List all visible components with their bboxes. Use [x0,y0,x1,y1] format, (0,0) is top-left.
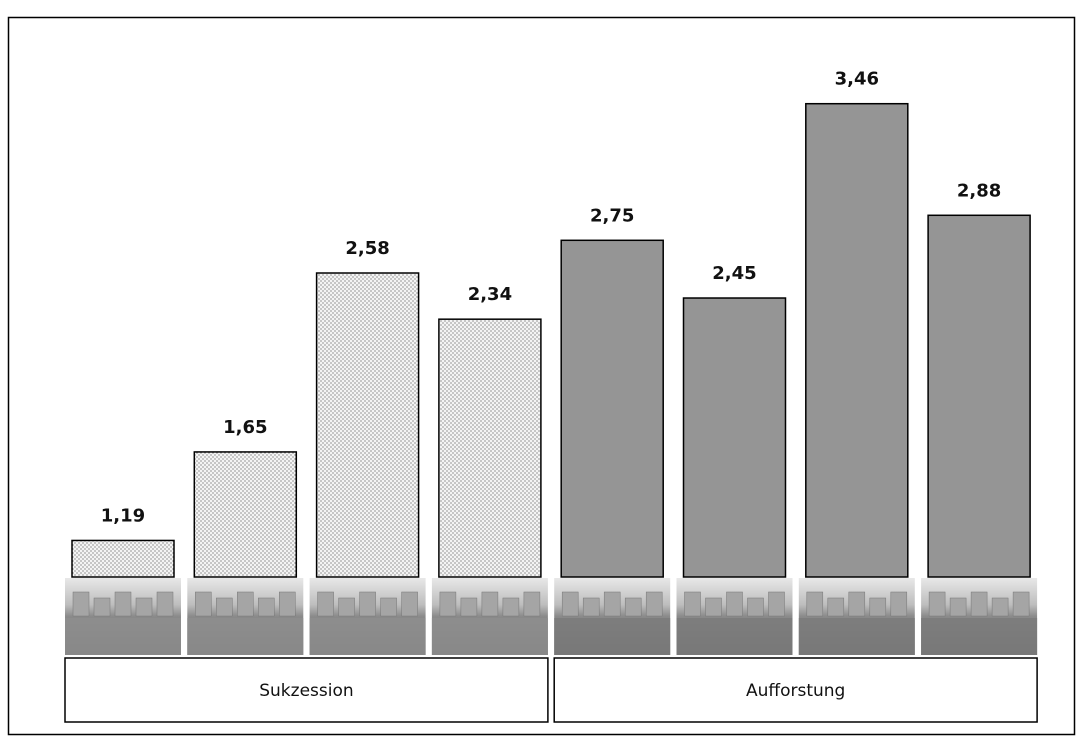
photo-building [93,597,111,617]
photo-vegetation [65,618,181,655]
photo-building [237,591,254,617]
photo-building [439,591,457,617]
photo-vegetation [921,618,1038,655]
bar [193,451,298,578]
photo-building [561,591,579,617]
photo-building [401,591,418,617]
photo-building [216,597,233,617]
photo-building [928,591,946,617]
photo-building [970,591,988,617]
photo-building [502,597,520,617]
photo-building [991,597,1009,617]
value-label: 1,19 [101,505,145,526]
group-label: Aufforstung [746,681,845,701]
photo-building [848,591,866,617]
bar [560,239,664,578]
value-label: 2,45 [712,263,756,284]
photo-building [949,597,967,617]
photo-building [624,597,642,617]
photo-building [705,597,722,617]
photo-building [135,597,153,617]
group-box [64,657,549,723]
photo-building [72,591,90,617]
photo-building [523,591,541,617]
bar [927,214,1031,578]
bar [71,539,175,578]
photo-building [279,591,296,617]
photo-building [1012,591,1030,617]
photo-vegetation [309,618,426,655]
photo-building [359,591,376,617]
value-label: 2,34 [468,284,512,305]
photo-building [338,597,355,617]
photo-building [603,591,621,617]
photo-building [258,597,275,617]
photo-building [869,597,887,617]
photo-building [645,591,663,617]
photo-building [156,591,174,617]
photo-vegetation [187,618,304,655]
photo-vegetation [431,618,548,655]
photo-building [768,591,785,617]
photo-building [460,597,478,617]
photo-building [806,591,824,617]
value-label: 2,88 [957,180,1001,201]
bar [315,272,420,578]
photo-vegetation [798,618,915,655]
value-label: 2,75 [590,205,634,226]
bar [682,297,787,578]
photo-vegetation [676,618,793,655]
photo-building [726,591,743,617]
photo-building [827,597,845,617]
photo-building [747,597,764,617]
group-box [553,657,1038,723]
photo-building [317,591,334,617]
photo-building [890,591,908,617]
photo-building [582,597,600,617]
photo-building [195,591,212,617]
bar [805,102,909,578]
bar [438,318,542,578]
value-label: 2,58 [345,238,389,259]
photo-building [114,591,132,617]
photo-building [380,597,397,617]
value-label: 1,65 [223,417,267,438]
photo-vegetation [554,618,671,655]
value-label: 3,46 [835,69,879,90]
photo-building [481,591,499,617]
group-label: Sukzession [259,681,353,701]
photo-building [684,591,701,617]
